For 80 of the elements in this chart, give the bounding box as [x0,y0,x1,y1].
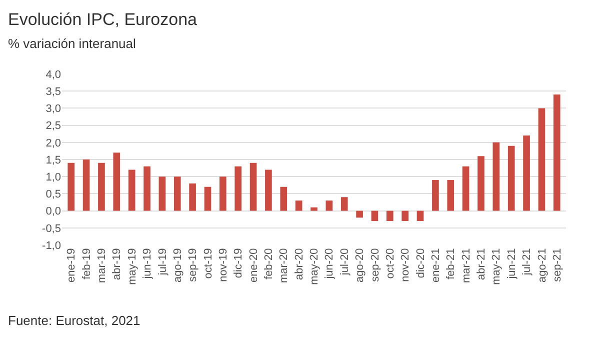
bar [280,186,288,211]
x-tick-label: abr-19 [111,248,124,280]
bar [447,180,454,211]
y-tick-label: 4,0 [46,68,61,81]
x-tick-label: jun-21 [506,248,518,280]
x-tick-label: jun-19 [142,248,154,280]
bar [508,146,515,211]
bar [68,162,75,211]
bar [310,207,318,211]
x-tick-label: oct-20 [384,248,396,279]
bar [82,160,90,211]
bar [538,108,546,211]
y-tick-label: -1,0 [42,240,61,252]
bar [220,176,226,211]
y-tick-label: 0,0 [46,206,61,218]
x-tick-label: abr-20 [293,248,306,280]
bar [204,186,212,211]
x-tick-label: sep-21 [551,248,564,282]
bar [158,176,166,211]
bar [478,156,484,211]
x-tick-label: ene-20 [248,248,260,282]
bar [340,197,348,211]
bar [234,166,242,211]
bar [523,136,530,211]
x-tick-label: jul-21 [521,248,534,276]
bar [295,200,302,211]
x-tick-label: abr-21 [476,248,488,280]
source-note: Fuente: Eurostat, 2021 [8,313,140,328]
x-tick-label: jul-19 [156,248,169,276]
y-tick-label: 1,5 [46,154,61,166]
y-tick-label: 2,0 [46,137,61,150]
chart-title: Evolución IPC, Eurozona [8,10,198,29]
x-tick-label: sep-19 [187,248,200,282]
y-tick-label: -0,5 [42,222,61,235]
x-tick-label: nov-19 [217,248,230,282]
bar [416,210,424,222]
y-tick-label: 3,5 [46,86,61,98]
bar [265,170,272,211]
bar [553,94,560,211]
x-tick-label: feb-20 [263,248,276,280]
x-tick-label: nov-20 [400,248,412,282]
bar [386,210,394,222]
x-tick-label: jun-20 [324,248,336,280]
bar [432,180,439,211]
x-tick-label: may-20 [308,248,321,285]
bar [492,142,500,211]
x-tick-label: dic-20 [414,248,427,278]
x-tick-label: ago-20 [354,248,366,282]
x-tick-label: oct-19 [202,248,214,279]
bar [462,166,470,211]
bar [113,152,120,211]
bar [144,166,150,211]
y-tick-label: 3,0 [46,103,61,116]
x-tick-label: ene-19 [66,248,78,282]
bar [98,162,105,211]
y-tick-label: 1,0 [46,171,61,184]
bar [174,176,181,211]
bar [402,210,408,222]
x-tick-label: ene-21 [430,248,442,282]
bar [250,162,257,211]
bar [371,210,378,222]
bar [326,200,333,211]
x-tick-label: feb-19 [80,248,93,280]
bar [128,170,136,211]
x-tick-label: mar-19 [96,248,108,284]
y-tick-label: 2,5 [46,120,61,132]
x-tick-label: sep-20 [369,248,382,282]
x-tick-label: jul-20 [338,248,351,276]
x-tick-label: ago-21 [536,248,548,282]
bar [189,183,196,211]
x-tick-label: feb-21 [445,248,458,280]
x-tick-label: may-21 [490,248,503,285]
x-tick-label: ago-19 [172,248,184,282]
chart-subtitle: % variación interanual [8,36,136,51]
y-tick-label: 0,5 [46,188,61,201]
bar [356,210,363,218]
x-tick-label: may-19 [126,248,138,285]
x-tick-label: mar-21 [460,248,472,284]
x-tick-label: mar-20 [278,248,290,284]
x-tick-label: dic-19 [232,248,245,278]
